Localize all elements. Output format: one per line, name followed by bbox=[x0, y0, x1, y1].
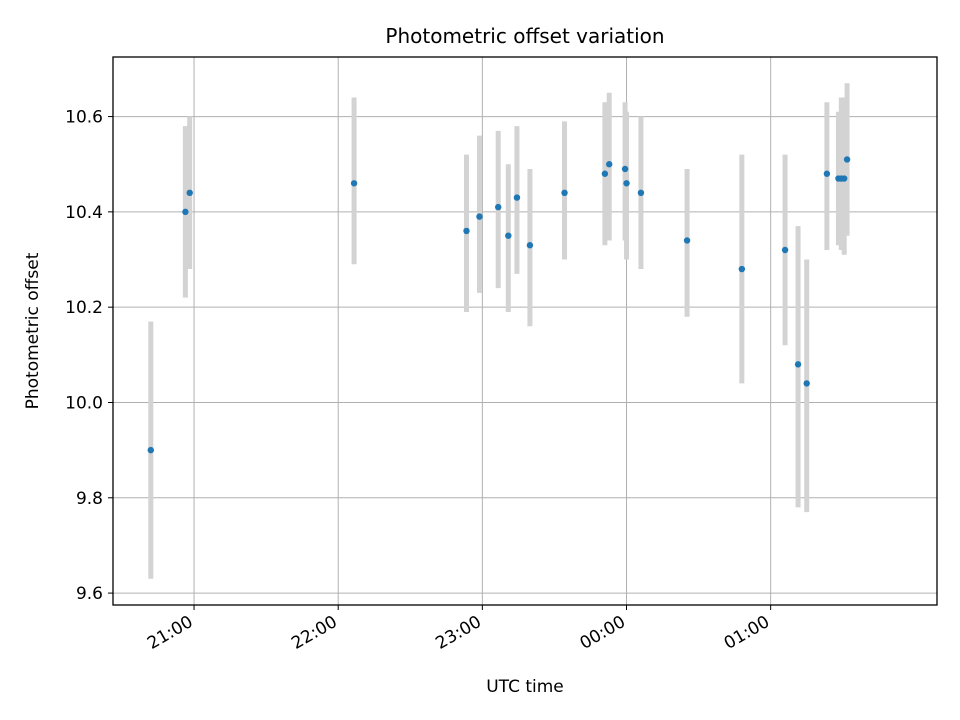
data-point bbox=[147, 446, 154, 454]
data-point bbox=[495, 203, 502, 211]
y-axis-title: Photometric offset bbox=[23, 252, 43, 409]
y-tick-label: 10.2 bbox=[65, 298, 103, 318]
y-tick-label: 9.8 bbox=[76, 489, 103, 509]
data-point bbox=[526, 242, 534, 249]
data-point bbox=[463, 227, 470, 235]
data-point bbox=[683, 237, 691, 244]
plot-frame bbox=[112, 56, 938, 606]
data-point bbox=[476, 213, 483, 220]
data-point bbox=[840, 175, 848, 182]
y-tick-label: 10.6 bbox=[65, 108, 103, 128]
data-points bbox=[147, 156, 851, 454]
data-point bbox=[823, 170, 831, 177]
data-point bbox=[186, 189, 193, 197]
data-point bbox=[843, 156, 851, 163]
grid bbox=[113, 57, 937, 605]
data-point bbox=[623, 180, 630, 187]
y-axis-ticks: 9.6 9.8 10.0 10.2 10.4 10.6 bbox=[65, 108, 113, 604]
data-point bbox=[601, 170, 609, 177]
data-point bbox=[738, 265, 746, 273]
y-tick-label: 10.4 bbox=[65, 203, 103, 223]
y-tick-label: 10.0 bbox=[65, 393, 103, 413]
data-point bbox=[561, 189, 568, 197]
data-point bbox=[803, 380, 810, 387]
data-point bbox=[505, 232, 512, 239]
y-tick-label: 9.6 bbox=[76, 584, 103, 604]
x-axis-title: UTC time bbox=[486, 677, 564, 697]
data-point bbox=[350, 180, 358, 187]
data-point bbox=[781, 246, 789, 254]
data-point bbox=[606, 161, 613, 168]
data-point bbox=[182, 208, 189, 216]
chart-title: Photometric offset variation bbox=[385, 24, 664, 48]
data-point bbox=[621, 165, 629, 173]
data-point bbox=[637, 189, 645, 197]
data-point bbox=[794, 361, 802, 368]
data-point bbox=[513, 194, 521, 201]
